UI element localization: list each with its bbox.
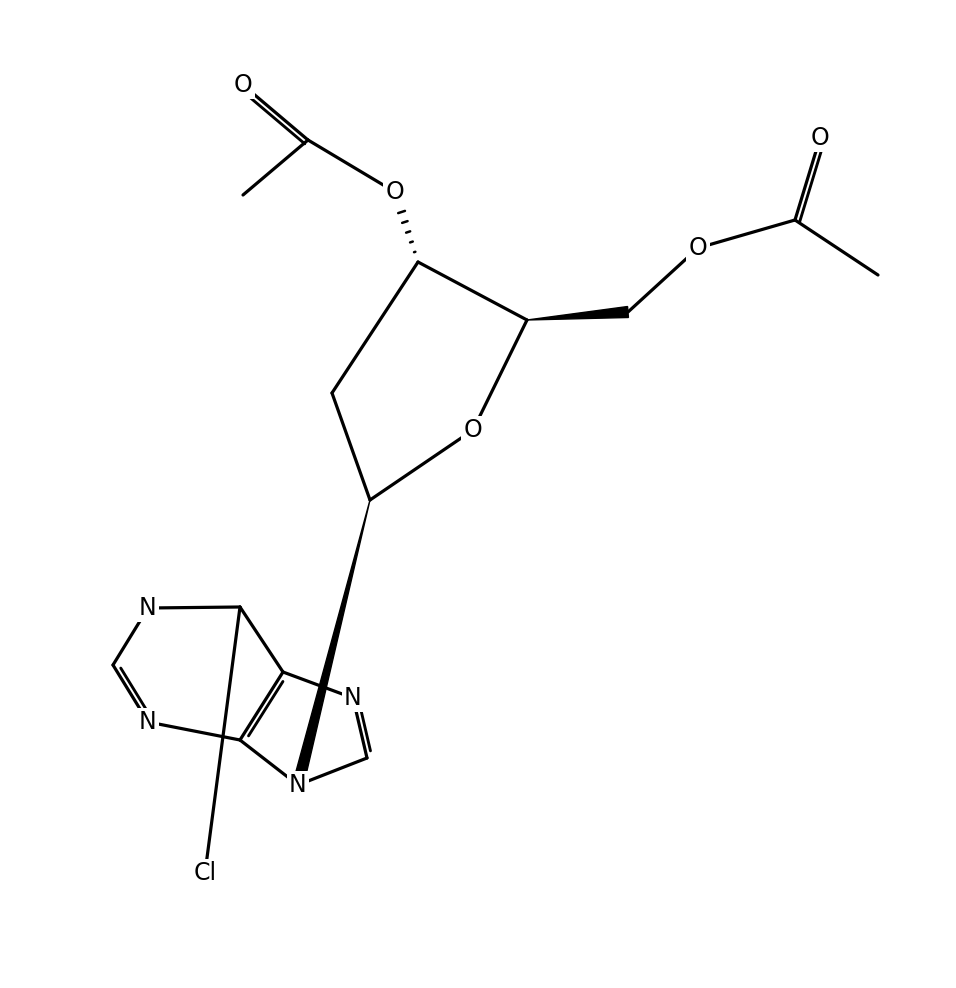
Text: N: N xyxy=(344,686,362,710)
Text: O: O xyxy=(688,236,707,260)
Text: O: O xyxy=(233,73,252,97)
Text: N: N xyxy=(140,596,157,620)
Text: O: O xyxy=(385,180,404,204)
Text: O: O xyxy=(811,126,830,150)
Text: Cl: Cl xyxy=(193,861,217,885)
Text: N: N xyxy=(289,773,307,797)
Text: O: O xyxy=(464,418,483,442)
Polygon shape xyxy=(527,306,628,320)
Text: N: N xyxy=(140,710,157,734)
Polygon shape xyxy=(293,500,370,786)
